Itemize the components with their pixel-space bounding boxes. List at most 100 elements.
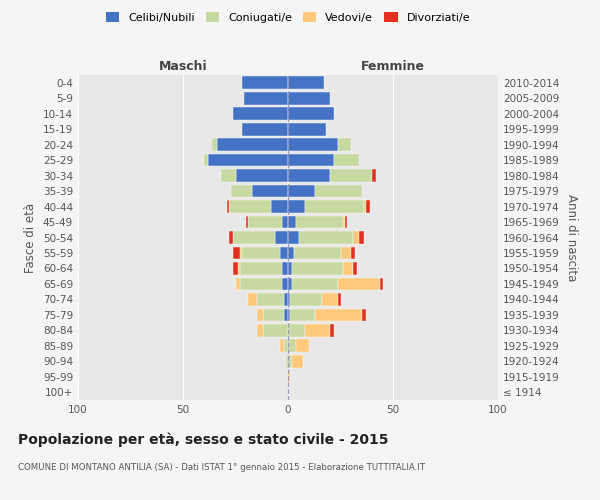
Bar bbox=[288, 370, 290, 383]
Bar bbox=[288, 293, 290, 306]
Bar bbox=[282, 216, 288, 228]
Bar bbox=[299, 231, 353, 244]
Text: COMUNE DI MONTANO ANTILIA (SA) - Dati ISTAT 1° gennaio 2015 - Elaborazione TUTTI: COMUNE DI MONTANO ANTILIA (SA) - Dati IS… bbox=[18, 462, 425, 471]
Bar bbox=[240, 246, 242, 260]
Text: Femmine: Femmine bbox=[361, 60, 425, 74]
Bar bbox=[284, 340, 288, 352]
Bar bbox=[288, 231, 299, 244]
Bar bbox=[292, 262, 343, 275]
Bar bbox=[292, 278, 338, 290]
Bar bbox=[229, 231, 233, 244]
Bar bbox=[345, 216, 347, 228]
Text: Maschi: Maschi bbox=[158, 60, 208, 74]
Bar bbox=[217, 138, 288, 151]
Bar bbox=[233, 246, 240, 260]
Bar bbox=[341, 246, 351, 260]
Bar bbox=[380, 278, 383, 290]
Bar bbox=[330, 324, 334, 336]
Bar bbox=[248, 216, 282, 228]
Bar bbox=[288, 169, 330, 182]
Bar bbox=[282, 278, 288, 290]
Bar bbox=[353, 262, 358, 275]
Bar bbox=[240, 278, 282, 290]
Bar bbox=[244, 92, 288, 104]
Bar bbox=[248, 293, 257, 306]
Bar bbox=[288, 184, 316, 198]
Bar bbox=[257, 324, 263, 336]
Bar bbox=[204, 154, 208, 166]
Bar bbox=[330, 169, 372, 182]
Bar bbox=[240, 262, 282, 275]
Bar bbox=[316, 308, 361, 321]
Bar bbox=[288, 246, 295, 260]
Bar bbox=[286, 355, 288, 368]
Bar bbox=[366, 200, 370, 213]
Text: Popolazione per età, sesso e stato civile - 2015: Popolazione per età, sesso e stato civil… bbox=[18, 432, 389, 447]
Bar bbox=[290, 308, 316, 321]
Bar bbox=[353, 231, 359, 244]
Bar bbox=[316, 184, 361, 198]
Bar bbox=[242, 76, 288, 89]
Bar bbox=[295, 246, 341, 260]
Bar bbox=[280, 246, 288, 260]
Bar bbox=[288, 355, 292, 368]
Bar bbox=[263, 324, 288, 336]
Bar bbox=[232, 184, 252, 198]
Bar bbox=[288, 138, 338, 151]
Bar bbox=[271, 200, 288, 213]
Bar bbox=[288, 92, 330, 104]
Bar bbox=[288, 108, 334, 120]
Bar bbox=[233, 262, 238, 275]
Bar bbox=[343, 262, 353, 275]
Bar bbox=[229, 200, 271, 213]
Bar bbox=[257, 293, 284, 306]
Bar bbox=[305, 324, 330, 336]
Bar bbox=[351, 246, 355, 260]
Bar bbox=[235, 169, 288, 182]
Bar bbox=[221, 169, 235, 182]
Bar bbox=[246, 216, 248, 228]
Y-axis label: Anni di nascita: Anni di nascita bbox=[565, 194, 578, 281]
Bar bbox=[338, 278, 380, 290]
Bar bbox=[296, 340, 309, 352]
Bar bbox=[292, 355, 303, 368]
Bar bbox=[227, 200, 229, 213]
Bar bbox=[284, 293, 288, 306]
Bar bbox=[288, 262, 292, 275]
Bar bbox=[275, 231, 288, 244]
Bar bbox=[242, 246, 280, 260]
Bar bbox=[288, 123, 326, 136]
Bar bbox=[288, 324, 305, 336]
Bar bbox=[361, 308, 366, 321]
Bar bbox=[263, 308, 284, 321]
Bar bbox=[238, 262, 240, 275]
Bar bbox=[338, 293, 341, 306]
Bar bbox=[208, 154, 288, 166]
Bar bbox=[252, 184, 288, 198]
Bar bbox=[280, 340, 284, 352]
Bar bbox=[233, 231, 275, 244]
Bar bbox=[364, 200, 366, 213]
Bar bbox=[288, 76, 324, 89]
Bar bbox=[284, 308, 288, 321]
Bar bbox=[296, 216, 343, 228]
Bar bbox=[212, 138, 217, 151]
Bar bbox=[372, 169, 376, 182]
Bar bbox=[334, 154, 359, 166]
Bar bbox=[288, 200, 305, 213]
Bar bbox=[235, 278, 240, 290]
Bar bbox=[233, 108, 288, 120]
Bar bbox=[288, 340, 296, 352]
Bar bbox=[242, 123, 288, 136]
Bar bbox=[305, 200, 364, 213]
Bar bbox=[288, 216, 296, 228]
Bar bbox=[288, 308, 290, 321]
Bar bbox=[288, 154, 334, 166]
Bar bbox=[322, 293, 338, 306]
Bar bbox=[338, 138, 351, 151]
Bar bbox=[282, 262, 288, 275]
Legend: Celibi/Nubili, Coniugati/e, Vedovi/e, Divorziati/e: Celibi/Nubili, Coniugati/e, Vedovi/e, Di… bbox=[101, 8, 475, 28]
Bar bbox=[343, 216, 345, 228]
Bar bbox=[290, 293, 322, 306]
Bar bbox=[257, 308, 263, 321]
